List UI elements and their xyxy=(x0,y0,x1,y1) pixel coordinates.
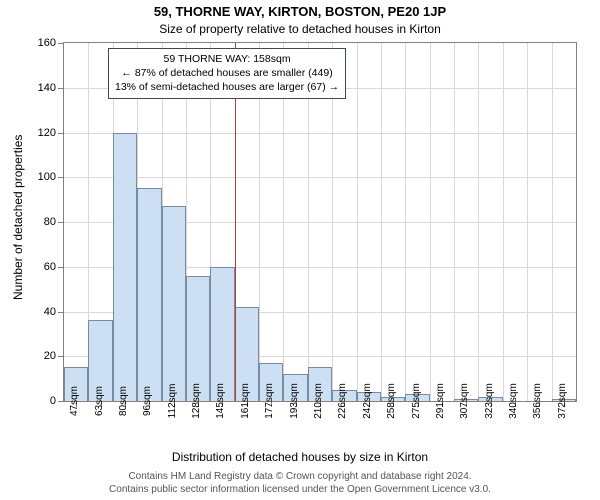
x-tick-label: 291sqm xyxy=(428,383,446,419)
x-tick-label: 193sqm xyxy=(282,383,300,419)
x-tick-label: 356sqm xyxy=(525,383,543,419)
info-box-line-2: ← 87% of detached houses are smaller (44… xyxy=(115,66,339,80)
y-tick-label: 160 xyxy=(38,37,64,49)
y-tick-label: 80 xyxy=(44,216,64,228)
y-tick-label: 40 xyxy=(44,306,64,318)
y-tick-label: 60 xyxy=(44,261,64,273)
y-tick-label: 20 xyxy=(44,350,64,362)
x-tick-label: 96sqm xyxy=(135,386,153,416)
gridline-vertical xyxy=(430,43,431,401)
info-box-line-1: 59 THORNE WAY: 158sqm xyxy=(115,52,339,66)
x-tick-label: 128sqm xyxy=(184,383,202,419)
histogram-bar xyxy=(210,267,234,401)
x-tick-label: 258sqm xyxy=(379,383,397,419)
footer-line-2: Contains public sector information licen… xyxy=(0,483,600,496)
gridline-vertical xyxy=(381,43,382,401)
gridline-vertical xyxy=(478,43,479,401)
gridline-vertical xyxy=(503,43,504,401)
gridline-horizontal xyxy=(64,133,576,134)
y-tick-label: 140 xyxy=(38,82,64,94)
x-tick-label: 242sqm xyxy=(355,383,373,419)
x-tick-label: 372sqm xyxy=(550,383,568,419)
gridline-vertical xyxy=(552,43,553,401)
y-tick-label: 100 xyxy=(38,171,64,183)
chart-title-address: 59, THORNE WAY, KIRTON, BOSTON, PE20 1JP xyxy=(0,4,600,19)
histogram-bar xyxy=(186,276,210,401)
x-tick-label: 145sqm xyxy=(208,383,226,419)
gridline-vertical xyxy=(405,43,406,401)
x-tick-label: 323sqm xyxy=(477,383,495,419)
x-tick-label: 47sqm xyxy=(62,386,80,416)
gridline-horizontal xyxy=(64,177,576,178)
chart-title-subtitle: Size of property relative to detached ho… xyxy=(0,22,600,36)
gridline-vertical xyxy=(527,43,528,401)
property-size-chart: 59, THORNE WAY, KIRTON, BOSTON, PE20 1JP… xyxy=(0,0,600,500)
x-tick-label: 275sqm xyxy=(404,383,422,419)
gridline-vertical xyxy=(357,43,358,401)
y-axis-label: Number of detached properties xyxy=(11,140,25,300)
x-tick-label: 210sqm xyxy=(306,383,324,419)
x-axis-label: Distribution of detached houses by size … xyxy=(0,450,600,464)
x-tick-label: 112sqm xyxy=(160,384,178,419)
info-box-line-3: 13% of semi-detached houses are larger (… xyxy=(115,80,339,94)
x-tick-label: 307sqm xyxy=(452,383,470,419)
property-info-box: 59 THORNE WAY: 158sqm← 87% of detached h… xyxy=(108,48,346,99)
x-tick-label: 63sqm xyxy=(87,386,105,416)
histogram-bar xyxy=(162,206,186,401)
footer-line-1: Contains HM Land Registry data © Crown c… xyxy=(0,470,600,483)
x-tick-label: 80sqm xyxy=(111,386,129,416)
x-tick-label: 177sqm xyxy=(257,383,275,419)
x-tick-label: 226sqm xyxy=(330,383,348,419)
x-tick-label: 340sqm xyxy=(501,383,519,419)
histogram-bar xyxy=(113,133,137,402)
chart-footer: Contains HM Land Registry data © Crown c… xyxy=(0,470,600,496)
histogram-bar xyxy=(137,188,161,401)
y-tick-label: 120 xyxy=(38,127,64,139)
gridline-vertical xyxy=(454,43,455,401)
